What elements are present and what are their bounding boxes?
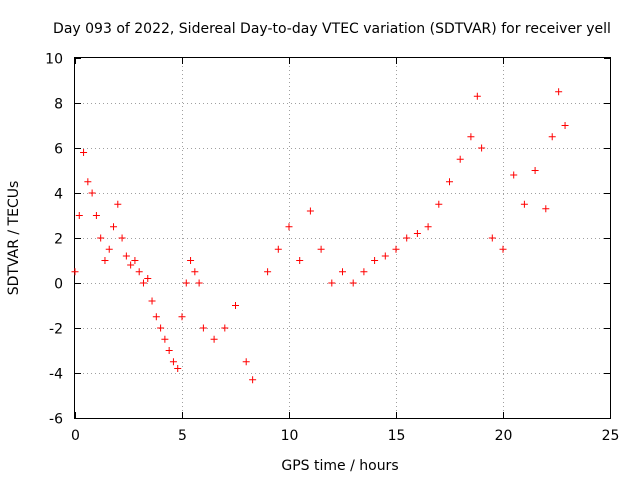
data-point [221,324,229,332]
data-point [339,268,346,276]
data-point [75,212,83,219]
data-point [296,257,304,264]
data-point [488,234,496,242]
data-point [182,279,190,287]
data-point [110,223,118,231]
data-point [510,171,518,179]
x-tick-label: 25 [602,428,620,444]
data-point [161,335,169,343]
data-point [478,144,486,152]
data-point [499,245,507,253]
data-point [274,245,282,253]
data-point [467,133,475,141]
data-point [127,261,135,269]
data-point [199,324,207,332]
data-point [360,268,368,276]
data-point [195,279,203,287]
data-point [139,279,147,287]
data-point [169,358,177,366]
data-point [191,268,199,276]
data-point [531,167,539,174]
data-point [88,189,96,197]
data-point [249,376,257,384]
y-tick-label: 4 [54,187,63,203]
data-point [135,268,143,276]
data-point [92,212,100,219]
x-tick-label: 20 [495,428,513,444]
x-axis-label: GPS time / hours [281,458,398,474]
data-point [317,245,325,253]
data-point [122,252,130,260]
axis-ticks: 0 5 10 15 20 25 -6 -4 -2 0 2 4 6 8 10 [45,52,619,445]
x-tick-label: 0 [71,428,80,444]
data-point [157,324,165,332]
data-point [285,223,293,231]
data-point [371,257,379,264]
data-point [178,313,186,321]
y-tick-label: -4 [49,367,63,383]
data-point [105,245,113,253]
y-axis-label: SDTVAR / TECUs [6,181,22,296]
data-point [424,223,432,231]
data-point [548,133,556,141]
data-points [71,88,569,384]
data-point [381,252,389,260]
data-point [403,234,411,242]
data-point [242,358,250,366]
data-point [413,230,421,237]
data-point [118,234,126,242]
data-point [152,313,160,321]
data-point [80,149,88,156]
data-point [131,257,139,264]
y-tick-label: 0 [54,277,63,293]
data-point [306,207,314,215]
data-point [446,178,453,186]
data-point [148,297,156,305]
data-point [101,257,109,264]
data-point [542,205,550,213]
y-tick-label: 6 [54,142,63,158]
data-point [456,155,464,163]
plot-frame [74,57,611,419]
x-tick-label: 15 [388,428,406,444]
data-point [114,200,122,208]
data-point [555,88,563,96]
data-point [174,365,182,372]
y-tick-label: 10 [45,52,63,68]
x-tick-label: 10 [281,428,299,444]
data-point [392,245,400,253]
data-point [435,200,443,208]
chart-title: Day 093 of 2022, Sidereal Day-to-day VTE… [53,21,611,37]
y-tick-label: -6 [49,412,63,428]
data-point [84,178,92,186]
x-tick-label: 5 [178,428,187,444]
grid-lines [75,58,610,418]
data-point [210,335,218,343]
data-point [165,347,173,354]
data-point [349,279,357,287]
data-point [187,257,195,264]
data-point [520,200,528,208]
data-point [561,122,569,129]
y-tick-label: -2 [49,322,63,338]
data-point [97,234,105,242]
data-point [473,92,481,100]
data-point [71,268,79,276]
data-point [328,279,336,287]
data-point [232,302,239,309]
data-point [264,268,272,276]
data-point [144,275,152,282]
y-tick-label: 2 [54,232,63,248]
y-tick-label: 8 [54,97,63,113]
